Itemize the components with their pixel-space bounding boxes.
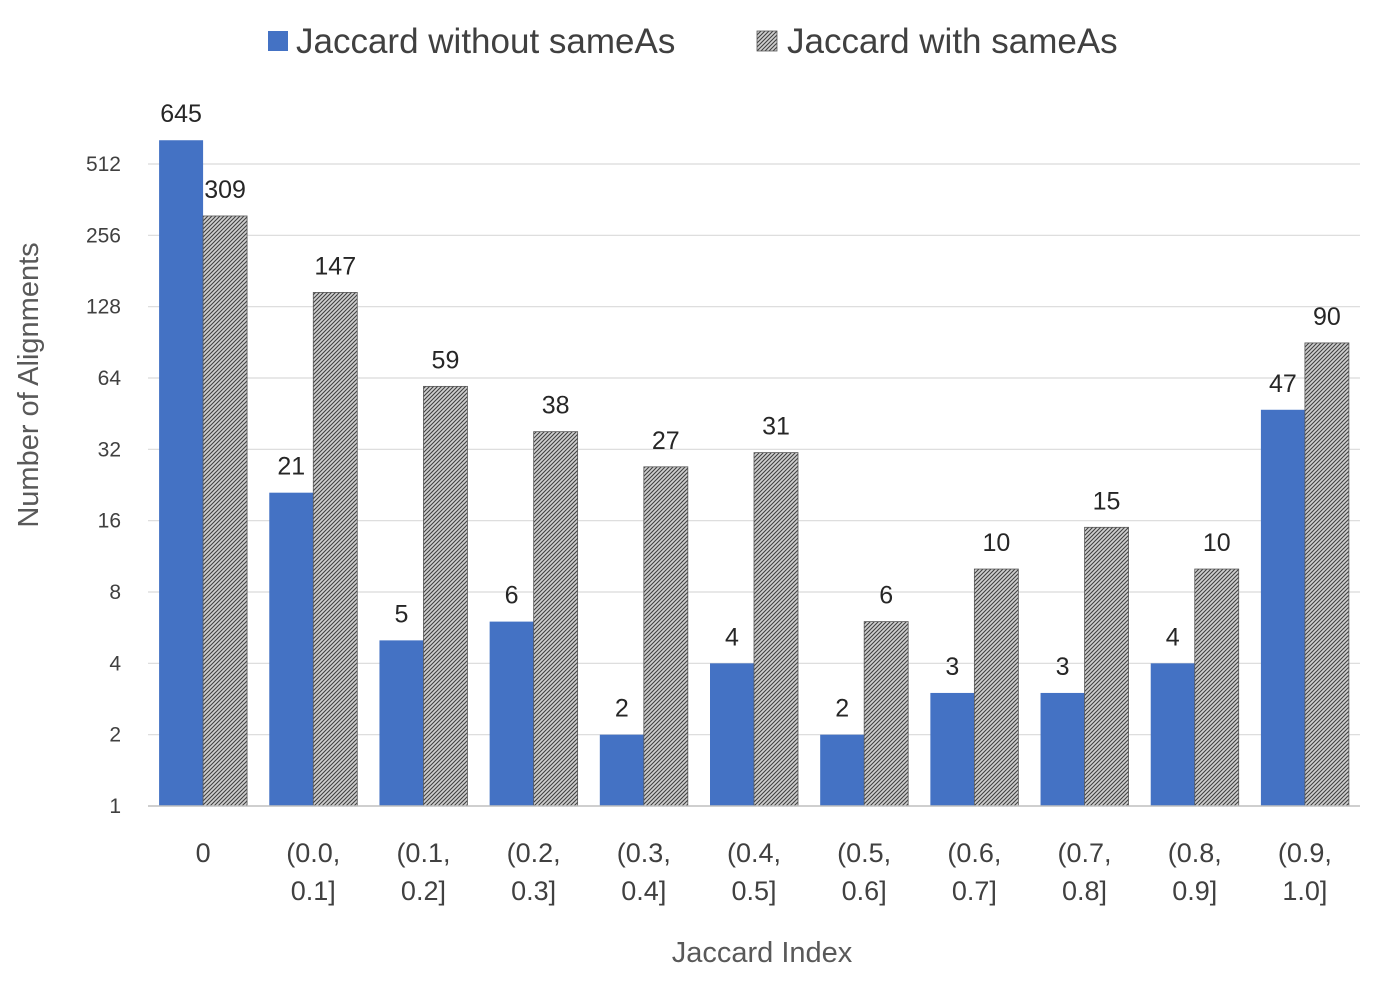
- bar-jaccard-with-sameas-1: [312, 292, 358, 807]
- data-label-jaccard-without-sameas-8: 3: [1056, 653, 1070, 681]
- x-axis-categories: 0 (0.0, 0.1] (0.1, 0.2] (0.2, 0.3] (0.3, 0.4] (0.…: [196, 838, 1332, 906]
- x-category-label-8: (0.7, 0.8]: [1058, 838, 1112, 906]
- data-label-jaccard-without-sameas-6: 2: [835, 695, 849, 723]
- data-label-jaccard-with-sameas-0: 309: [204, 176, 246, 204]
- data-label-jaccard-without-sameas-5: 4: [725, 623, 739, 651]
- bar-jaccard-with-sameas-6: [863, 621, 909, 807]
- data-label-jaccard-with-sameas-2: 59: [432, 346, 460, 374]
- legend: Jaccard without sameAs Jaccard with same…: [268, 22, 1118, 61]
- bar-jaccard-with-sameas-3: [533, 431, 579, 807]
- legend-item-without-sameas: Jaccard without sameAs: [268, 22, 675, 61]
- bar-jaccard-with-sameas-9: [1194, 568, 1240, 807]
- x-category-label-4: (0.3, 0.4]: [617, 838, 671, 906]
- bar-jaccard-without-sameas-10: [1260, 409, 1305, 806]
- bar-jaccard-with-sameas-4: [643, 466, 689, 807]
- data-label-jaccard-without-sameas-7: 3: [945, 653, 959, 681]
- data-label-jaccard-with-sameas-10: 90: [1313, 303, 1341, 331]
- y-tick-label-8: 8: [109, 581, 121, 604]
- y-tick-label-64: 64: [98, 367, 122, 390]
- data-label-jaccard-without-sameas-4: 2: [615, 695, 629, 723]
- x-category-label-7: (0.6, 0.7]: [947, 838, 1001, 906]
- data-label-jaccard-with-sameas-7: 10: [982, 529, 1010, 557]
- y-tick-label-512: 512: [86, 153, 121, 176]
- data-label-jaccard-without-sameas-2: 5: [395, 600, 409, 628]
- data-label-jaccard-with-sameas-6: 6: [879, 582, 893, 610]
- bars: [159, 140, 1350, 807]
- legend-swatch-with-sameas: [756, 30, 778, 52]
- data-label-jaccard-with-sameas-9: 10: [1203, 529, 1231, 557]
- data-label-jaccard-with-sameas-8: 15: [1093, 487, 1121, 515]
- y-tick-label-4: 4: [109, 652, 121, 675]
- x-category-label-3: (0.2, 0.3]: [507, 838, 561, 906]
- y-tick-label-128: 128: [86, 296, 121, 319]
- y-tick-label-2: 2: [109, 724, 121, 747]
- x-category-label-9: (0.8, 0.9]: [1168, 838, 1222, 906]
- data-label-jaccard-without-sameas-0: 645: [160, 100, 202, 128]
- bar-jaccard-with-sameas-10: [1304, 342, 1350, 807]
- bar-jaccard-with-sameas-7: [973, 568, 1019, 807]
- bar-jaccard-without-sameas-9: [1150, 663, 1195, 806]
- data-label-jaccard-with-sameas-1: 147: [314, 252, 356, 280]
- bar-jaccard-without-sameas-5: [710, 663, 754, 806]
- bar-jaccard-without-sameas-6: [820, 734, 865, 806]
- legend-label-without-sameas: Jaccard without sameAs: [296, 22, 675, 61]
- x-category-label-5: (0.4, 0.5]: [727, 838, 781, 906]
- bar-jaccard-with-sameas-5: [753, 452, 799, 807]
- data-label-jaccard-without-sameas-10: 47: [1269, 370, 1297, 398]
- data-label-jaccard-without-sameas-9: 4: [1166, 623, 1180, 651]
- bar-jaccard-without-sameas-0: [159, 140, 204, 806]
- bar-jaccard-without-sameas-3: [489, 621, 534, 806]
- bar-jaccard-without-sameas-1: [269, 492, 314, 806]
- legend-label-with-sameas: Jaccard with sameAs: [787, 22, 1118, 61]
- y-axis-ticks: 1 2 4 8 16 32 64 128 256 512: [86, 153, 121, 818]
- x-category-label-10: (0.9, 1.0]: [1278, 838, 1332, 906]
- x-axis-title: Jaccard Index: [672, 937, 853, 969]
- y-tick-label-16: 16: [98, 510, 121, 533]
- x-category-label-0: 0: [196, 838, 211, 868]
- data-label-jaccard-with-sameas-3: 38: [542, 392, 570, 420]
- y-tick-label-32: 32: [98, 438, 121, 461]
- y-tick-label-256: 256: [86, 224, 121, 247]
- bar-jaccard-without-sameas-7: [930, 692, 975, 806]
- x-category-label-1: (0.0, 0.1]: [286, 838, 340, 906]
- data-label-jaccard-without-sameas-3: 6: [505, 582, 519, 610]
- bar-jaccard-without-sameas-8: [1040, 692, 1085, 806]
- bar-jaccard-with-sameas-0: [202, 215, 248, 807]
- x-category-label-2: (0.1, 0.2]: [396, 838, 450, 906]
- bar-jaccard-without-sameas-4: [599, 734, 644, 806]
- data-label-jaccard-with-sameas-5: 31: [762, 413, 790, 441]
- bar-jaccard-without-sameas-2: [379, 640, 424, 806]
- legend-item-with-sameas: Jaccard with sameAs: [756, 22, 1118, 61]
- y-axis-title: Number of Alignments: [13, 242, 45, 527]
- y-tick-label-1: 1: [109, 795, 121, 818]
- data-labels: 645 21 5 6 2 4 2 3 3 4 47 309 147 59 38 27 31 6 10 15 10 90: [160, 100, 1341, 722]
- x-category-label-6: (0.5, 0.6]: [837, 838, 891, 906]
- bar-jaccard-with-sameas-8: [1084, 526, 1129, 807]
- legend-swatch-without-sameas: [268, 31, 288, 51]
- data-label-jaccard-with-sameas-4: 27: [652, 427, 680, 455]
- bar-jaccard-with-sameas-2: [423, 385, 468, 807]
- data-label-jaccard-without-sameas-1: 21: [277, 453, 305, 481]
